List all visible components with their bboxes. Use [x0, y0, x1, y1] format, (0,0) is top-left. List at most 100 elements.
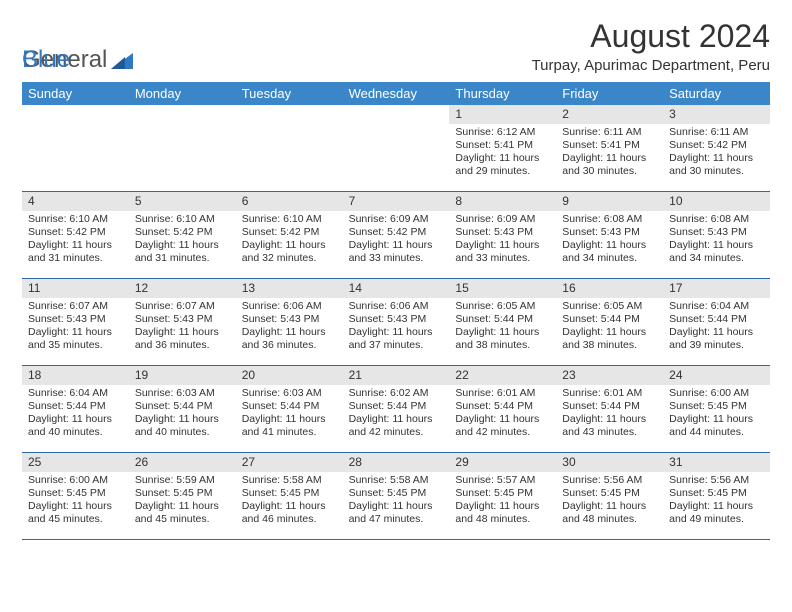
day-number: 31 — [663, 453, 770, 472]
daylight-text: Daylight: 11 hours and 40 minutes. — [28, 413, 123, 439]
day-number: 10 — [663, 192, 770, 211]
cell-body: Sunrise: 6:09 AMSunset: 5:43 PMDaylight:… — [449, 211, 556, 270]
cell-body: Sunrise: 5:56 AMSunset: 5:45 PMDaylight:… — [556, 472, 663, 531]
cell-body — [236, 124, 343, 130]
day-number: 17 — [663, 279, 770, 298]
sunset-text: Sunset: 5:45 PM — [349, 487, 444, 500]
sunset-text: Sunset: 5:43 PM — [562, 226, 657, 239]
calendar-cell — [236, 105, 343, 191]
daylight-text: Daylight: 11 hours and 35 minutes. — [28, 326, 123, 352]
calendar-cell: 10Sunrise: 6:08 AMSunset: 5:43 PMDayligh… — [663, 192, 770, 278]
cell-body: Sunrise: 6:11 AMSunset: 5:41 PMDaylight:… — [556, 124, 663, 183]
calendar: Sunday Monday Tuesday Wednesday Thursday… — [22, 82, 770, 540]
day-header: Wednesday — [343, 82, 450, 105]
cell-body: Sunrise: 5:59 AMSunset: 5:45 PMDaylight:… — [129, 472, 236, 531]
cell-body: Sunrise: 6:06 AMSunset: 5:43 PMDaylight:… — [343, 298, 450, 357]
daylight-text: Daylight: 11 hours and 39 minutes. — [669, 326, 764, 352]
calendar-cell: 25Sunrise: 6:00 AMSunset: 5:45 PMDayligh… — [22, 453, 129, 539]
day-number: 16 — [556, 279, 663, 298]
daylight-text: Daylight: 11 hours and 43 minutes. — [562, 413, 657, 439]
sunrise-text: Sunrise: 6:12 AM — [455, 126, 550, 139]
sunrise-text: Sunrise: 6:01 AM — [455, 387, 550, 400]
day-number: 4 — [22, 192, 129, 211]
month-title: August 2024 — [532, 18, 770, 55]
day-number: 27 — [236, 453, 343, 472]
sunset-text: Sunset: 5:41 PM — [455, 139, 550, 152]
cell-body — [343, 124, 450, 130]
sunrise-text: Sunrise: 6:07 AM — [28, 300, 123, 313]
sunset-text: Sunset: 5:45 PM — [669, 487, 764, 500]
sunrise-text: Sunrise: 6:07 AM — [135, 300, 230, 313]
calendar-cell: 17Sunrise: 6:04 AMSunset: 5:44 PMDayligh… — [663, 279, 770, 365]
sunrise-text: Sunrise: 6:06 AM — [242, 300, 337, 313]
cell-body: Sunrise: 6:10 AMSunset: 5:42 PMDaylight:… — [22, 211, 129, 270]
day-header: Saturday — [663, 82, 770, 105]
daylight-text: Daylight: 11 hours and 31 minutes. — [135, 239, 230, 265]
sunset-text: Sunset: 5:44 PM — [562, 313, 657, 326]
day-number: 19 — [129, 366, 236, 385]
day-number: 6 — [236, 192, 343, 211]
daylight-text: Daylight: 11 hours and 48 minutes. — [455, 500, 550, 526]
page-header: General August 2024 Turpay, Apurimac Dep… — [22, 18, 770, 74]
cell-body: Sunrise: 6:11 AMSunset: 5:42 PMDaylight:… — [663, 124, 770, 183]
daylight-text: Daylight: 11 hours and 37 minutes. — [349, 326, 444, 352]
daylight-text: Daylight: 11 hours and 38 minutes. — [562, 326, 657, 352]
sunrise-text: Sunrise: 6:11 AM — [669, 126, 764, 139]
sunrise-text: Sunrise: 6:09 AM — [349, 213, 444, 226]
day-number: 14 — [343, 279, 450, 298]
cell-body: Sunrise: 6:01 AMSunset: 5:44 PMDaylight:… — [449, 385, 556, 444]
day-header: Monday — [129, 82, 236, 105]
daylight-text: Daylight: 11 hours and 45 minutes. — [135, 500, 230, 526]
sunset-text: Sunset: 5:42 PM — [135, 226, 230, 239]
weeks-container: 1Sunrise: 6:12 AMSunset: 5:41 PMDaylight… — [22, 105, 770, 540]
cell-body: Sunrise: 6:10 AMSunset: 5:42 PMDaylight:… — [129, 211, 236, 270]
sunset-text: Sunset: 5:43 PM — [242, 313, 337, 326]
cell-body — [129, 124, 236, 130]
daylight-text: Daylight: 11 hours and 29 minutes. — [455, 152, 550, 178]
day-number: 24 — [663, 366, 770, 385]
cell-body: Sunrise: 6:12 AMSunset: 5:41 PMDaylight:… — [449, 124, 556, 183]
sunset-text: Sunset: 5:45 PM — [669, 400, 764, 413]
day-number: 23 — [556, 366, 663, 385]
cell-body: Sunrise: 5:57 AMSunset: 5:45 PMDaylight:… — [449, 472, 556, 531]
day-number: 18 — [22, 366, 129, 385]
calendar-cell: 14Sunrise: 6:06 AMSunset: 5:43 PMDayligh… — [343, 279, 450, 365]
calendar-cell — [22, 105, 129, 191]
sunset-text: Sunset: 5:45 PM — [562, 487, 657, 500]
cell-body: Sunrise: 6:05 AMSunset: 5:44 PMDaylight:… — [556, 298, 663, 357]
sunrise-text: Sunrise: 6:00 AM — [669, 387, 764, 400]
day-number: 22 — [449, 366, 556, 385]
daylight-text: Daylight: 11 hours and 44 minutes. — [669, 413, 764, 439]
sunset-text: Sunset: 5:43 PM — [455, 226, 550, 239]
sunrise-text: Sunrise: 5:58 AM — [349, 474, 444, 487]
week-row: 18Sunrise: 6:04 AMSunset: 5:44 PMDayligh… — [22, 366, 770, 453]
sunset-text: Sunset: 5:42 PM — [242, 226, 337, 239]
sunrise-text: Sunrise: 6:06 AM — [349, 300, 444, 313]
sunrise-text: Sunrise: 6:08 AM — [562, 213, 657, 226]
calendar-cell: 18Sunrise: 6:04 AMSunset: 5:44 PMDayligh… — [22, 366, 129, 452]
sunset-text: Sunset: 5:44 PM — [28, 400, 123, 413]
calendar-cell: 5Sunrise: 6:10 AMSunset: 5:42 PMDaylight… — [129, 192, 236, 278]
cell-body: Sunrise: 6:00 AMSunset: 5:45 PMDaylight:… — [663, 385, 770, 444]
week-row: 1Sunrise: 6:12 AMSunset: 5:41 PMDaylight… — [22, 105, 770, 192]
cell-body: Sunrise: 6:06 AMSunset: 5:43 PMDaylight:… — [236, 298, 343, 357]
calendar-cell: 4Sunrise: 6:10 AMSunset: 5:42 PMDaylight… — [22, 192, 129, 278]
week-row: 11Sunrise: 6:07 AMSunset: 5:43 PMDayligh… — [22, 279, 770, 366]
calendar-cell: 24Sunrise: 6:00 AMSunset: 5:45 PMDayligh… — [663, 366, 770, 452]
calendar-cell: 9Sunrise: 6:08 AMSunset: 5:43 PMDaylight… — [556, 192, 663, 278]
calendar-cell — [343, 105, 450, 191]
calendar-cell: 7Sunrise: 6:09 AMSunset: 5:42 PMDaylight… — [343, 192, 450, 278]
calendar-cell: 8Sunrise: 6:09 AMSunset: 5:43 PMDaylight… — [449, 192, 556, 278]
daylight-text: Daylight: 11 hours and 34 minutes. — [562, 239, 657, 265]
sunrise-text: Sunrise: 6:03 AM — [242, 387, 337, 400]
sunrise-text: Sunrise: 6:11 AM — [562, 126, 657, 139]
cell-body: Sunrise: 6:02 AMSunset: 5:44 PMDaylight:… — [343, 385, 450, 444]
calendar-cell: 19Sunrise: 6:03 AMSunset: 5:44 PMDayligh… — [129, 366, 236, 452]
calendar-cell: 29Sunrise: 5:57 AMSunset: 5:45 PMDayligh… — [449, 453, 556, 539]
sunrise-text: Sunrise: 6:10 AM — [28, 213, 123, 226]
sunset-text: Sunset: 5:42 PM — [349, 226, 444, 239]
day-number: 8 — [449, 192, 556, 211]
sunset-text: Sunset: 5:42 PM — [28, 226, 123, 239]
daylight-text: Daylight: 11 hours and 33 minutes. — [455, 239, 550, 265]
calendar-cell: 22Sunrise: 6:01 AMSunset: 5:44 PMDayligh… — [449, 366, 556, 452]
